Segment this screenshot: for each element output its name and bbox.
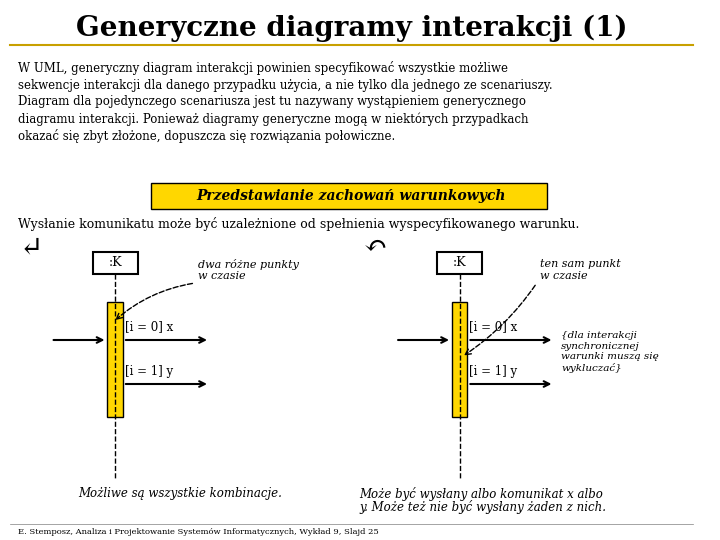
Text: W UML, generyczny diagram interakcji powinien specyfikować wszystkie możliwe: W UML, generyczny diagram interakcji pow… <box>17 61 508 75</box>
Text: :K: :K <box>108 256 122 269</box>
Text: {dla interakcji
synchronicznej
warunki muszą się
wykluczać}: {dla interakcji synchronicznej warunki m… <box>561 332 659 373</box>
Text: Wysłanie komunikatu może być uzależnione od spełnienia wyspecyfikowanego warunku: Wysłanie komunikatu może być uzależnione… <box>17 217 579 231</box>
Bar <box>107 302 123 417</box>
Text: :K: :K <box>453 256 467 269</box>
Text: [i = 1] y: [i = 1] y <box>469 364 518 377</box>
Text: ↶: ↶ <box>364 234 387 261</box>
Text: Diagram dla pojedynczego scenariusza jest tu nazywany wystąpieniem generycznego: Diagram dla pojedynczego scenariusza jes… <box>17 96 526 109</box>
Text: [i = 0] x: [i = 0] x <box>469 321 518 334</box>
Text: Możliwe są wszystkie kombinacje.: Możliwe są wszystkie kombinacje. <box>78 488 282 501</box>
Text: dwa różne punkty
w czasie: dwa różne punkty w czasie <box>198 259 299 281</box>
Text: [i = 1] y: [i = 1] y <box>125 364 173 377</box>
Text: y. Może też nie być wysłany żaden z nich.: y. Może też nie być wysłany żaden z nich… <box>359 500 606 514</box>
Bar <box>452 302 467 417</box>
Text: Może być wysłany albo komunikat x albo: Może być wysłany albo komunikat x albo <box>359 487 603 501</box>
Text: ↵: ↵ <box>19 234 43 261</box>
Text: [i = 0] x: [i = 0] x <box>125 321 174 334</box>
Bar <box>151 183 546 209</box>
Bar <box>93 252 138 274</box>
Text: ten sam punkt
w czasie: ten sam punkt w czasie <box>540 259 621 281</box>
Text: Generyczne diagramy interakcji (1): Generyczne diagramy interakcji (1) <box>76 15 627 42</box>
Text: sekwencje interakcji dla danego przypadku użycia, a nie tylko dla jednego ze sce: sekwencje interakcji dla danego przypadk… <box>17 78 552 91</box>
Text: diagramu interakcji. Ponieważ diagramy generyczne mogą w niektórych przypadkach: diagramu interakcji. Ponieważ diagramy g… <box>17 112 528 126</box>
Text: okazać się zbyt złożone, dopuszcza się rozwiązania połowiczne.: okazać się zbyt złożone, dopuszcza się r… <box>17 129 395 143</box>
Bar <box>437 252 482 274</box>
Text: Przedstawianie zachowań warunkowych: Przedstawianie zachowań warunkowych <box>197 189 506 203</box>
Text: E. Stemposz, Analiza i Projektowanie Systemów Informatycznych, Wykład 9, Slajd 2: E. Stemposz, Analiza i Projektowanie Sys… <box>17 528 378 536</box>
